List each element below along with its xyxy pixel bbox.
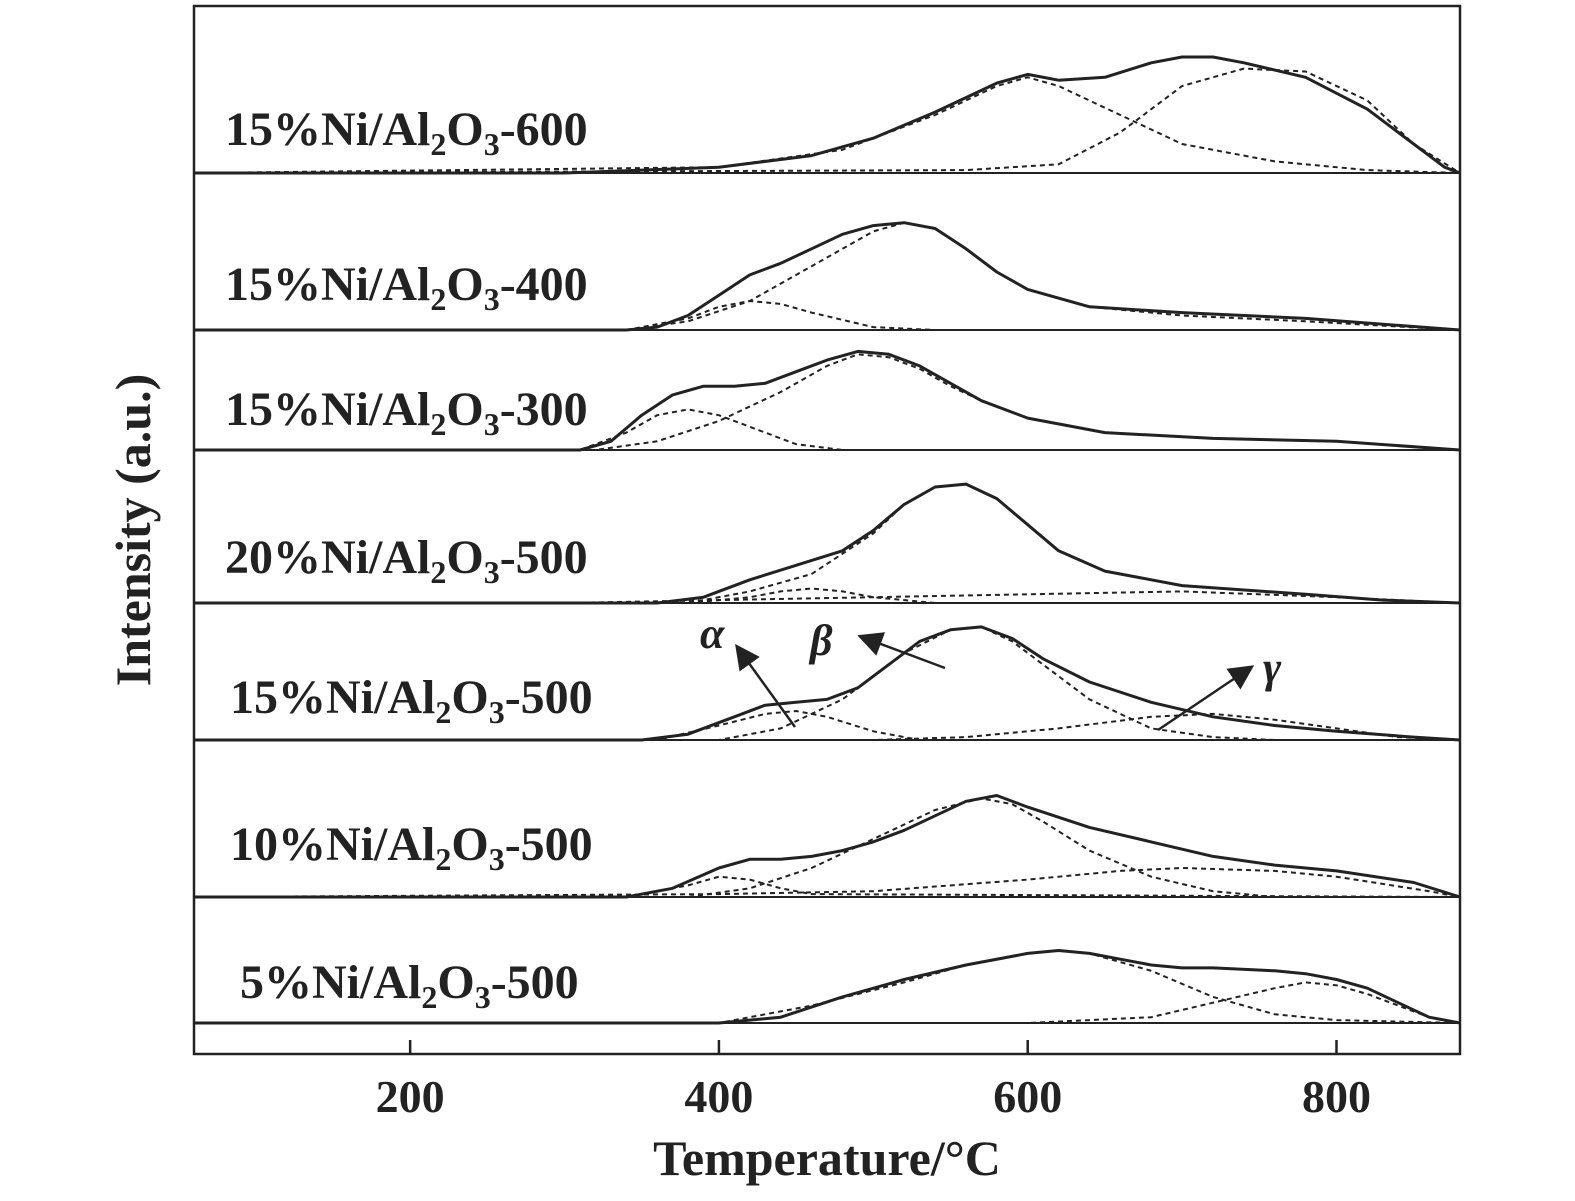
label-text: -400 — [500, 258, 588, 311]
label-subscript: 3 — [484, 126, 500, 162]
x-tick-label: 800 — [1302, 1071, 1371, 1122]
label-text: O — [446, 531, 483, 584]
label-text: O — [451, 818, 488, 871]
label-text: -300 — [500, 383, 588, 436]
fit-component-2 — [194, 625, 1460, 741]
measured-curve — [194, 221, 1461, 332]
label-text: 5%Ni/Al — [240, 956, 421, 1009]
fit-component-2 — [194, 221, 1461, 331]
series-label: 15%Ni/Al2O3-300 — [225, 383, 588, 442]
series-label: 20%Ni/Al2O3-500 — [225, 531, 588, 590]
label-subscript: 2 — [435, 841, 451, 877]
peak-annotations: α β γ — [700, 609, 1282, 732]
measured-curve — [194, 349, 1461, 452]
label-text: -500 — [505, 671, 593, 724]
label-subscript: 2 — [435, 694, 451, 730]
label-text: 20%Ni/Al — [225, 531, 430, 584]
label-text: -500 — [500, 531, 588, 584]
series-10%Ni/Al2O3-500 — [193, 794, 1461, 899]
measured-curve — [194, 482, 1461, 605]
label-text: O — [446, 383, 483, 436]
label-text: O — [437, 956, 474, 1009]
label-text: O — [451, 671, 488, 724]
label-text: 10%Ni/Al — [230, 818, 435, 871]
x-axis-title: Temperature/°C — [653, 1130, 1001, 1186]
fit-component-1 — [194, 949, 1461, 1024]
label-subscript: 2 — [430, 281, 446, 317]
label-subscript: 2 — [430, 406, 446, 442]
fit-component-1 — [194, 875, 1461, 898]
series-15%Ni/Al2O3-400 — [194, 221, 1461, 332]
label-subscript: 3 — [484, 281, 500, 317]
peak-arrow — [735, 643, 797, 728]
label-subscript: 3 — [489, 841, 505, 877]
label-text: 15%Ni/Al — [225, 383, 430, 436]
x-tick-label: 600 — [993, 1071, 1062, 1122]
series-15%Ni/Al2O3-500 — [194, 625, 1461, 742]
y-axis-title: Intensity (a.u.) — [105, 374, 161, 687]
label-layer: 15%Ni/Al2O3-60015%Ni/Al2O3-40015%Ni/Al2O… — [225, 103, 593, 1015]
measured-curve — [194, 625, 1461, 742]
peak-arrow — [857, 632, 946, 670]
fit-component-1 — [194, 299, 1460, 331]
fit-component-2 — [193, 67, 1461, 174]
x-ticks: 200 400 600 800 — [376, 1040, 1371, 1122]
fit-component-2 — [194, 353, 1461, 451]
label-text: O — [446, 103, 483, 156]
label-text: -500 — [505, 818, 593, 871]
series-5%Ni/Al2O3-500 — [194, 949, 1461, 1025]
series-layer — [193, 55, 1461, 1025]
series-15%Ni/Al2O3-600 — [193, 55, 1461, 175]
fit-component-3 — [193, 866, 1461, 898]
label-subscript: 2 — [421, 979, 437, 1015]
label-subscript: 3 — [489, 694, 505, 730]
x-tick-label: 200 — [376, 1071, 445, 1122]
measured-curve — [194, 55, 1461, 175]
label-text: -500 — [491, 956, 579, 1009]
label-text: O — [446, 258, 483, 311]
measured-curve — [194, 794, 1461, 899]
series-label: 15%Ni/Al2O3-400 — [225, 258, 588, 317]
series-15%Ni/Al2O3-300 — [194, 349, 1461, 452]
series-20%Ni/Al2O3-500 — [194, 482, 1461, 605]
label-subscript: 3 — [484, 406, 500, 442]
fit-component-2 — [194, 797, 1460, 898]
series-label: 10%Ni/Al2O3-500 — [230, 818, 593, 877]
series-label: 15%Ni/Al2O3-600 — [225, 103, 588, 162]
label-subscript: 3 — [484, 554, 500, 590]
fit-component-1 — [194, 709, 1460, 741]
label-text: -600 — [500, 103, 588, 156]
peak-label: γ — [1263, 643, 1282, 692]
label-subscript: 2 — [430, 554, 446, 590]
label-text: 15%Ni/Al — [225, 103, 430, 156]
label-subscript: 3 — [475, 979, 491, 1015]
x-tick-label: 400 — [684, 1071, 753, 1122]
plot-frame — [192, 4, 1462, 1056]
fit-component-1 — [194, 408, 1460, 451]
series-label: 15%Ni/Al2O3-500 — [230, 671, 593, 730]
measured-curve — [194, 949, 1461, 1025]
label-text: 15%Ni/Al — [230, 671, 435, 724]
peak-label: α — [700, 609, 725, 658]
label-subscript: 2 — [430, 126, 446, 162]
series-label: 5%Ni/Al2O3-500 — [240, 956, 579, 1015]
fit-component-1 — [193, 76, 1461, 174]
peak-arrow — [1157, 665, 1255, 732]
peak-label: β — [808, 616, 833, 665]
label-text: 15%Ni/Al — [225, 258, 430, 311]
